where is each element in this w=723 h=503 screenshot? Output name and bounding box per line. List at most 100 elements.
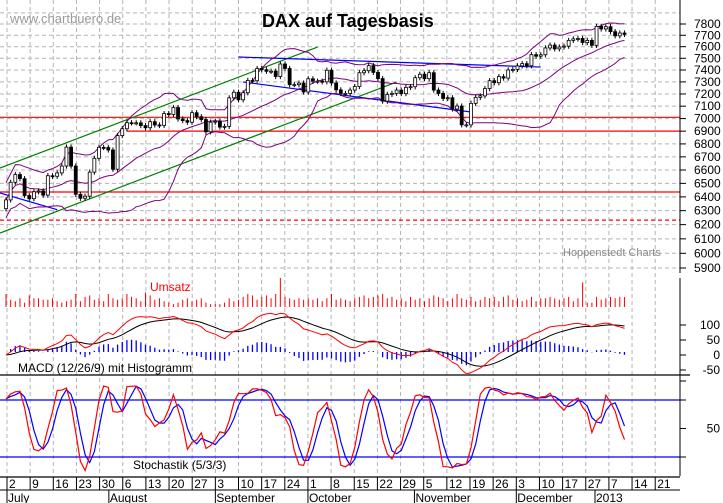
candle-body [431,72,436,91]
date-tick-label: 29 [403,477,417,491]
candle-body [580,38,585,43]
candle-body [501,76,506,79]
date-tick-label: 26 [495,477,509,491]
candle-body [343,92,348,95]
candle-body [510,69,515,71]
candle-body [64,146,69,167]
candle-body [236,91,241,101]
candle-body [199,116,204,120]
month-label: July [8,491,29,503]
candle-body [264,69,269,72]
candle-body [120,128,125,136]
price-tick-label: 6100 [694,232,721,246]
date-tick-label: 1 [310,477,317,491]
candle-body [417,73,422,79]
macd-tick-label: -50 [703,363,721,377]
candle-body [41,190,46,196]
candle-body [241,92,246,101]
candle-body [106,147,111,151]
month-label: October [309,491,352,503]
month-label: August [110,491,148,503]
candle-body [162,113,167,126]
candle-body [152,121,157,126]
candle-body [278,63,283,77]
month-label: November [415,491,470,503]
date-tick-label: 7 [611,477,618,491]
trendlines [0,46,541,234]
candle-body [371,65,376,73]
green-trendline [0,81,397,234]
candle-body [543,47,548,56]
candle-body [492,80,497,84]
candle-body [297,82,301,86]
candle-body [590,40,594,46]
candle-body [217,120,222,128]
date-tick-label: 12 [449,477,463,491]
candle-body [380,78,385,102]
candle-body [255,68,260,82]
candle-body [45,175,50,196]
date-tick-label: 27 [194,477,208,491]
date-tick-label: 27 [588,477,602,491]
candle-body [408,86,413,89]
candle-body [478,95,483,98]
candle-body [376,71,380,79]
price-tick-label: 7800 [694,17,721,31]
candle-body [115,135,120,170]
candle-body [529,54,534,67]
bollinger-middle-line [5,39,625,201]
candle-body [366,65,371,72]
candle-body [329,69,334,84]
chart-title: DAX auf Tagesbasis [262,11,434,31]
candle-body [22,178,27,196]
candle-body [129,122,134,125]
price-tick-label: 7200 [694,87,721,101]
candle-body [622,32,627,35]
candle-body [204,119,208,133]
candle-body [469,102,473,126]
candle-body [524,63,529,67]
price-tick-label: 7600 [694,40,721,54]
candle-body [473,96,478,104]
price-tick-label: 7500 [694,51,721,65]
candle-body [171,107,176,115]
price-tick-label: 6200 [694,218,721,232]
candle-body [283,63,287,69]
candle-body [399,89,404,94]
date-tick-label: 9 [32,477,39,491]
stochastic-label: Stochastik (5/3/3) [133,458,226,472]
date-tick-label: 20 [171,477,185,491]
candle-body [176,107,180,120]
candle-body [441,93,446,99]
month-label: December [517,491,572,503]
blue-trendline [243,81,472,113]
candle-body [134,122,139,125]
candle-body [185,120,190,123]
month-label: 2013 [596,491,623,503]
date-tick-label: 10 [241,477,255,491]
candle-body [222,125,227,128]
candle-body [324,69,329,83]
volume-label: Umsatz [150,280,191,294]
candle-body [269,70,273,73]
candle-body [250,80,255,82]
candle-body [111,149,115,170]
candle-body [571,38,576,41]
candle-body [557,46,562,50]
date-tick-label: 3 [518,477,525,491]
candle-body [455,105,459,110]
stochastic-panel [0,385,680,473]
candle-body [190,112,194,123]
bollinger-lower-line [5,57,625,218]
candle-body [390,92,394,95]
candle-body [464,124,469,127]
candle-body [180,118,185,121]
horizontal-levels [0,116,680,221]
candle-body [613,31,618,37]
macd-line [5,312,625,374]
date-tick-label: 6 [125,477,132,491]
candle-body [301,82,306,93]
candle-body [483,88,487,97]
volume-bars [5,278,625,307]
